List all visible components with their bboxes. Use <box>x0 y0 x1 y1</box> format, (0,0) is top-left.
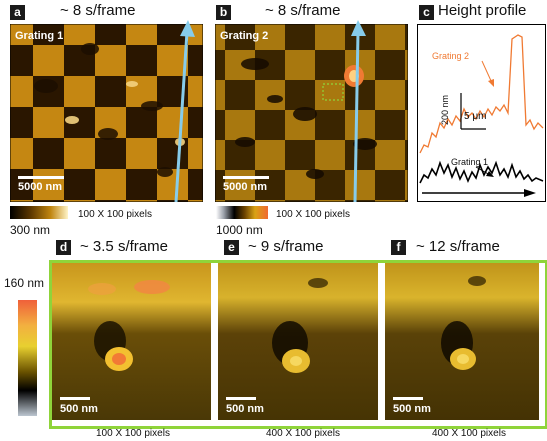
panel-b-scale-bar <box>223 176 269 179</box>
panel-a-title: ~ 8 s/frame <box>60 2 136 19</box>
shared-colorbar <box>18 300 37 416</box>
panel-d-pixels: 100 X 100 pixels <box>96 428 170 439</box>
panel-e-label: e <box>224 240 239 255</box>
panel-b-title: ~ 8 s/frame <box>265 2 341 19</box>
panel-b-scale-text: 5000 nm <box>223 181 268 193</box>
profile-horizontal-scale: 5 μm <box>464 111 487 122</box>
afm-frame-d: 500 nm <box>52 263 211 420</box>
panel-f-pixels: 400 X 100 pixels <box>432 428 506 439</box>
panel-d-scale-text: 500 nm <box>60 403 98 415</box>
profile-series-grating-1: Grating 1 <box>451 157 489 167</box>
panel-e-pixels: 400 X 100 pixels <box>266 428 340 439</box>
profile-series-grating-2: Grating 2 <box>432 51 470 61</box>
panel-e-scale-bar <box>226 397 256 400</box>
panel-e-scale-text: 500 nm <box>226 403 264 415</box>
height-profile-plot: Grating 2 200 nm 5 μm Grating 1 <box>417 24 546 202</box>
panel-d-title: ~ 3.5 s/frame <box>80 238 168 255</box>
panel-b-colorbar <box>216 206 268 219</box>
panel-c-title: Height profile <box>438 2 527 19</box>
panel-a-scale-text: 5000 nm <box>18 181 63 193</box>
panel-a-colorbar <box>10 206 68 219</box>
afm-image-grating-1: Grating 1 5000 nm <box>10 24 203 202</box>
panel-a-pixels: 100 X 100 pixels <box>78 209 152 220</box>
afm-frame-e: 500 nm <box>218 263 378 420</box>
panel-a-label: a <box>10 5 25 20</box>
panel-d-scale-bar <box>60 397 90 400</box>
panel-b-inset-label: Grating 2 <box>220 30 269 42</box>
panel-a-inset-label: Grating 1 <box>15 30 64 42</box>
panel-a-colorbar-max: 300 nm <box>10 223 51 237</box>
panel-f-title: ~ 12 s/frame <box>416 238 500 255</box>
panel-b-label: b <box>216 5 231 20</box>
panel-e-title: ~ 9 s/frame <box>248 238 324 255</box>
panel-f-scale-bar <box>393 397 423 400</box>
shared-colorbar-max: 160 nm <box>4 276 45 290</box>
panel-b-colorbar-max: 1000 nm <box>216 223 263 237</box>
panel-c-label: c <box>419 5 434 20</box>
panel-b-pixels: 100 X 100 pixels <box>276 209 350 220</box>
panel-b-profile-arrow <box>351 20 366 203</box>
panel-f-label: f <box>391 240 406 255</box>
panel-a-profile-arrow <box>174 20 195 203</box>
profile-vertical-scale: 200 nm <box>440 94 450 125</box>
panel-d-label: d <box>56 240 71 255</box>
afm-frame-f: 500 nm <box>385 263 539 420</box>
panel-a-scale-bar <box>18 176 64 179</box>
afm-image-grating-2: Grating 2 5000 nm <box>215 24 408 202</box>
panel-f-scale-text: 500 nm <box>393 403 431 415</box>
